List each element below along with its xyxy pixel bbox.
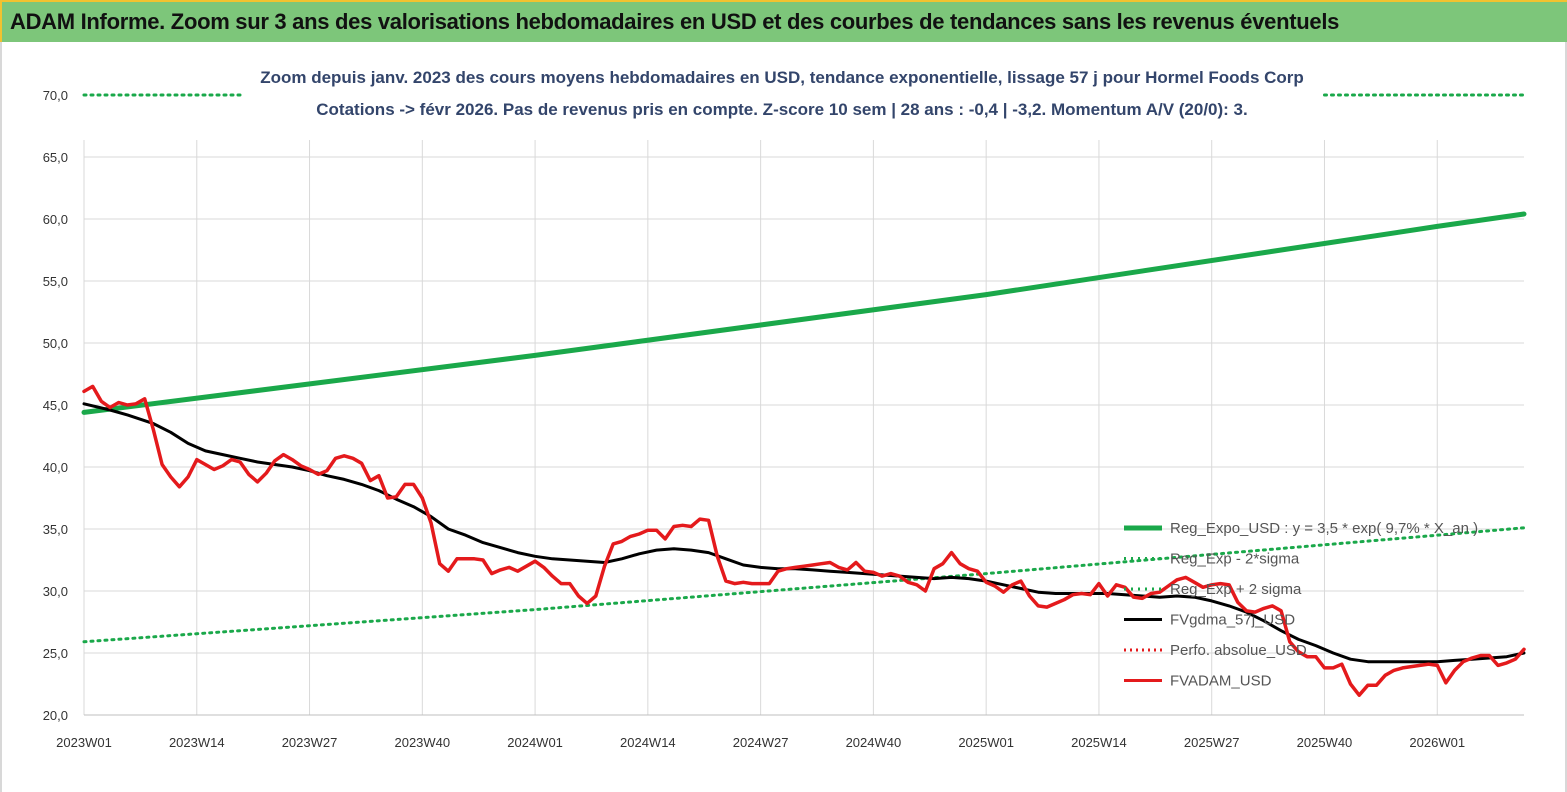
chart-title: Zoom depuis janv. 2023 des cours moyens … [260, 68, 1304, 87]
x-tick-label: 2024W27 [733, 735, 789, 750]
legend-label: FVADAM_USD [1170, 673, 1272, 690]
x-tick-label: 2025W01 [958, 735, 1014, 750]
x-tick-label: 2024W01 [507, 735, 563, 750]
y-axis-ticks: 70,0 65,0 60,0 55,0 50,0 45,0 40,0 35,0 30,0 25,0… [43, 88, 68, 723]
series-reg-expo-line [81, 211, 1527, 415]
series-minus-2sigma-line [82, 526, 1526, 644]
x-tick-label: 2026W01 [1409, 735, 1465, 750]
y-tick-label: 45,0 [43, 398, 68, 413]
y-tick-label: 40,0 [43, 460, 68, 475]
y-tick-label: 20,0 [43, 708, 68, 723]
y-tick-label: 65,0 [43, 150, 68, 165]
y-tick-label: 60,0 [43, 212, 68, 227]
y-tick-label: 55,0 [43, 274, 68, 289]
y-tick-label: 50,0 [43, 336, 68, 351]
x-tick-label: 2023W27 [282, 735, 338, 750]
legend-label: FVgdma_57j_USD [1170, 612, 1295, 629]
x-tick-label: 2023W14 [169, 735, 225, 750]
x-tick-label: 2025W27 [1184, 735, 1240, 750]
report-banner: ADAM Informe. Zoom sur 3 ans des valoris… [0, 0, 1567, 42]
y-tick-label: 35,0 [43, 522, 68, 537]
banner-title: ADAM Informe. Zoom sur 3 ans des valoris… [10, 9, 1340, 34]
x-tick-label: 2024W14 [620, 735, 676, 750]
legend-label: Reg_Exp + 2 sigma [1170, 581, 1302, 598]
chart-frame: Zoom depuis janv. 2023 des cours moyens … [0, 42, 1567, 792]
x-tick-label: 2023W40 [394, 735, 450, 750]
legend-label: Reg_Exp - 2*sigma [1170, 551, 1300, 568]
x-tick-label: 2025W14 [1071, 735, 1127, 750]
legend: Reg_Expo_USD : y = 3,5 * exp( 9,7% * X_a… [1124, 520, 1478, 690]
legend-label: Perfo. absolue_USD [1170, 642, 1307, 659]
y-tick-label: 25,0 [43, 646, 68, 661]
line-chart: Zoom depuis janv. 2023 des cours moyens … [43, 68, 1527, 750]
series-lines [81, 93, 1527, 697]
x-tick-label: 2023W01 [56, 735, 112, 750]
series-adam-line [82, 384, 1526, 697]
x-axis-ticks: 2023W01 2023W14 2023W27 2023W40 2024W01 2024W… [56, 735, 1465, 750]
x-tick-label: 2025W40 [1297, 735, 1353, 750]
legend-label: Reg_Expo_USD : y = 3,5 * exp( 9,7% * X_a… [1170, 520, 1478, 537]
chart-subtitle: Cotations -> févr 2026. Pas de revenus p… [316, 100, 1247, 119]
y-tick-label: 30,0 [43, 584, 68, 599]
gridlines [83, 140, 1524, 716]
y-tick-label: 70,0 [43, 88, 68, 103]
x-tick-label: 2024W40 [846, 735, 902, 750]
